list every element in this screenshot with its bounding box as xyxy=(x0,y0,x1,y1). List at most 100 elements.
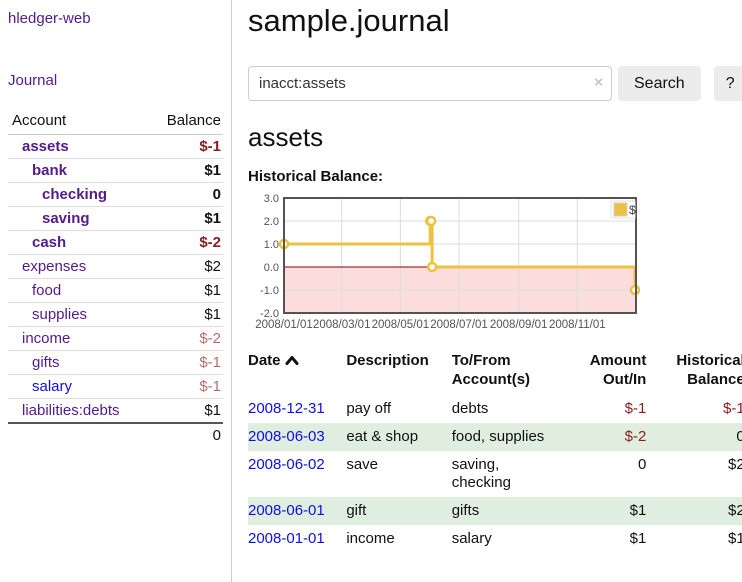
account-row: expenses $2 xyxy=(8,254,223,279)
help-button[interactable]: ? xyxy=(713,66,742,101)
transaction-row: 2008-12-31 pay off debts $-1 $-1 xyxy=(248,395,742,423)
account-link[interactable]: checking xyxy=(42,186,108,203)
svg-text:3.0: 3.0 xyxy=(264,194,279,205)
transaction-date-link[interactable]: 2008-12-31 xyxy=(248,400,325,417)
account-link[interactable]: bank xyxy=(32,162,68,179)
sidebar-item-journal[interactable]: Journal xyxy=(8,72,58,89)
account-row: salary $-1 xyxy=(8,374,223,399)
account-link[interactable]: gifts xyxy=(32,354,60,371)
transaction-amount: $-2 xyxy=(624,428,647,445)
transaction-row: 2008-06-03 eat & shop food, supplies $-2… xyxy=(248,423,742,451)
transaction-balance: $1 xyxy=(728,530,742,547)
svg-text:-1.0: -1.0 xyxy=(260,285,279,297)
svg-text:1.0: 1.0 xyxy=(264,239,279,251)
account-row: liabilities:debts $1 xyxy=(8,398,223,423)
search-button[interactable]: Search xyxy=(618,66,701,101)
account-link[interactable]: liabilities:debts xyxy=(22,402,120,419)
register-header-row: Date Description To/From Account(s) Amou… xyxy=(248,347,742,395)
register-header-description: Description xyxy=(346,352,429,369)
transaction-date-link[interactable]: 2008-06-03 xyxy=(248,428,325,445)
account-row: cash $-2 xyxy=(8,230,223,255)
register-header-accounts: To/From Account(s) xyxy=(451,352,531,388)
account-balance: $-1 xyxy=(147,374,223,399)
account-row: gifts $-1 xyxy=(8,350,223,375)
transaction-description: eat & shop xyxy=(346,428,419,445)
account-link[interactable]: cash xyxy=(32,234,67,251)
account-balance: $-2 xyxy=(147,230,223,255)
account-balance: $-1 xyxy=(147,350,223,375)
search-form: × Search ? xyxy=(248,66,742,101)
svg-text:2008/05/01: 2008/05/01 xyxy=(372,319,430,331)
account-balance: $1 xyxy=(147,278,223,303)
account-balance: $1 xyxy=(147,206,223,231)
clear-search-icon[interactable]: × xyxy=(594,74,603,91)
accounts-table-header: Account Balance xyxy=(8,109,223,135)
account-row: assets $-1 xyxy=(8,134,223,159)
svg-text:-2.0: -2.0 xyxy=(260,308,279,320)
account-link[interactable]: saving xyxy=(42,210,90,227)
account-link[interactable]: salary xyxy=(32,378,73,395)
transaction-description: income xyxy=(346,530,395,547)
accounts-total-value: 0 xyxy=(147,422,223,447)
date-header-label: Date xyxy=(248,352,281,369)
transaction-description: gift xyxy=(346,502,367,519)
account-row: food $1 xyxy=(8,278,223,303)
account-link[interactable]: income xyxy=(22,330,71,347)
svg-text:2008/09/01: 2008/09/01 xyxy=(490,319,548,331)
report-account-title: assets xyxy=(248,122,324,152)
account-balance: $2 xyxy=(147,254,223,279)
transaction-row: 2008-06-01 gift gifts $1 $2 xyxy=(248,497,742,525)
transaction-description: pay off xyxy=(346,400,392,417)
account-row: income $-2 xyxy=(8,326,223,351)
accounts-header-balance: Balance xyxy=(147,109,223,135)
transaction-balance: $2 xyxy=(728,456,742,473)
account-balance: $1 xyxy=(147,302,223,327)
svg-text:0.0: 0.0 xyxy=(264,262,279,274)
chart-label: Historical Balance: xyxy=(248,168,384,185)
account-link[interactable]: expenses xyxy=(22,258,87,275)
accounts-total-row: 0 xyxy=(8,422,223,447)
register-header-balance: Historical Balance xyxy=(676,352,742,388)
transaction-accounts: gifts xyxy=(451,502,480,519)
page-title: sample.journal xyxy=(248,3,450,38)
transaction-row: 2008-06-02 save saving, checking 0 $2 xyxy=(248,451,742,497)
sidebar: hledger-web Journal Account Balance asse… xyxy=(0,0,232,582)
transaction-date-link[interactable]: 2008-06-01 xyxy=(248,502,325,519)
sort-ascending-icon xyxy=(285,356,299,365)
transaction-date-link[interactable]: 2008-01-01 xyxy=(248,530,325,547)
account-balance: 0 xyxy=(147,182,223,207)
account-balance: $1 xyxy=(147,398,223,423)
transaction-balance: $-1 xyxy=(723,400,742,417)
account-balance: $1 xyxy=(147,158,223,183)
transaction-accounts: saving, checking xyxy=(451,456,511,491)
svg-text:$: $ xyxy=(629,203,636,217)
svg-text:2008/07/01: 2008/07/01 xyxy=(430,319,488,331)
svg-text:2008/01/01: 2008/01/01 xyxy=(255,319,313,331)
transaction-date-link[interactable]: 2008-06-02 xyxy=(248,456,325,473)
account-row: checking 0 xyxy=(8,182,223,207)
transaction-description: save xyxy=(346,456,378,473)
register-header-date[interactable]: Date xyxy=(248,347,346,395)
accounts-table: Account Balance assets $-1 bank $1 xyxy=(8,109,223,447)
account-link[interactable]: food xyxy=(32,282,62,299)
app-title-link[interactable]: hledger-web xyxy=(8,10,91,27)
accounts-header-account: Account xyxy=(8,109,148,135)
account-link[interactable]: assets xyxy=(22,138,69,155)
transaction-balance: 0 xyxy=(736,428,742,445)
transaction-amount: 0 xyxy=(638,456,647,473)
transaction-balance: $2 xyxy=(728,502,742,519)
account-row: bank $1 xyxy=(8,158,223,183)
main-content: sample.journal × Search ? assets Histori… xyxy=(232,0,742,582)
account-balance: $-2 xyxy=(147,326,223,351)
account-row: supplies $1 xyxy=(8,302,223,327)
account-row: saving $1 xyxy=(8,206,223,231)
search-input[interactable] xyxy=(248,66,612,101)
transaction-row: 2008-01-01 income salary $1 $1 xyxy=(248,525,742,553)
svg-text:2008/03/01: 2008/03/01 xyxy=(313,319,371,331)
transaction-amount: $-1 xyxy=(624,400,647,417)
account-balance: $-1 xyxy=(147,134,223,159)
register-header-amount: Amount Out/In xyxy=(589,352,647,388)
account-link[interactable]: supplies xyxy=(32,306,88,323)
transaction-accounts: food, supplies xyxy=(451,428,545,445)
